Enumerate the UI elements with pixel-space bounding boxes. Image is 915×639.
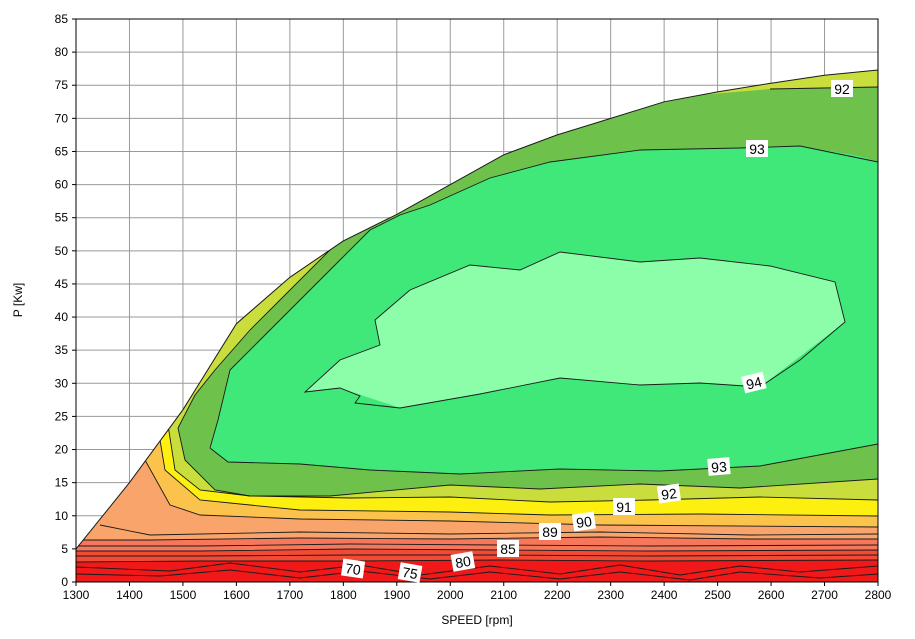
max-power-boundary-line — [75, 69, 879, 550]
svg-text:93: 93 — [711, 458, 728, 475]
y-axis-title: P [Kw] — [11, 283, 25, 317]
contour-90 — [159, 439, 878, 517]
svg-text:92: 92 — [660, 485, 678, 503]
contour-label-93-lower: 93 — [707, 457, 731, 476]
x-tick-label: 2100 — [490, 588, 517, 602]
x-tick-label: 2200 — [544, 588, 571, 602]
svg-text:85: 85 — [500, 541, 516, 557]
contour-low-1 — [76, 562, 878, 576]
y-tick-label: 85 — [55, 12, 69, 26]
svg-text:93: 93 — [749, 141, 765, 157]
x-tick-label: 1700 — [277, 588, 304, 602]
y-tick-label: 5 — [61, 542, 68, 556]
y-tick-label: 45 — [55, 277, 69, 291]
y-tick-label: 70 — [55, 111, 69, 125]
x-tick-label: 2800 — [865, 588, 892, 602]
y-tick-label: 60 — [55, 178, 69, 192]
contour-85 — [99, 524, 878, 536]
x-tick-label: 1400 — [116, 588, 143, 602]
contour-label-75: 75 — [397, 562, 423, 583]
contour-70 — [76, 559, 878, 563]
x-tick-label: 1900 — [383, 588, 410, 602]
contour-label-93-upper: 93 — [746, 140, 768, 157]
y-tick-label: 15 — [55, 476, 69, 490]
svg-text:75: 75 — [401, 564, 419, 582]
y-tick-label: 50 — [55, 244, 69, 258]
plot-frame — [75, 18, 879, 583]
x-axis: 1300 1400 1500 1600 1700 1800 1900 2000 2100 2200… — [63, 582, 892, 602]
x-axis-title: SPEED [rpm] — [441, 613, 512, 627]
contour-label-92-lower: 92 — [656, 483, 682, 504]
y-tick-label: 35 — [55, 343, 69, 357]
x-tick-label: 1800 — [330, 588, 357, 602]
contour-80 — [76, 536, 878, 541]
contour-91 — [167, 424, 878, 503]
svg-text:90: 90 — [575, 513, 593, 531]
svg-text:89: 89 — [542, 524, 558, 540]
y-tick-label: 75 — [55, 78, 69, 92]
contour-label-90: 90 — [571, 511, 597, 532]
svg-text:80: 80 — [454, 553, 472, 571]
contour-72 — [76, 554, 878, 557]
x-tick-label: 2700 — [811, 588, 838, 602]
contour-label-92-upper: 92 — [831, 80, 853, 97]
y-axis: 0 5 10 15 20 25 30 35 40 45 50 55 60 65 70 75 80 85 — [55, 12, 76, 589]
y-tick-label: 25 — [55, 409, 69, 423]
x-tick-label: 2000 — [437, 588, 464, 602]
y-tick-label: 55 — [55, 211, 69, 225]
y-tick-label: 80 — [55, 45, 69, 59]
contour-labels: 70 75 80 85 89 90 91 92 — [340, 80, 853, 583]
y-tick-label: 20 — [55, 443, 69, 457]
x-tick-label: 2600 — [758, 588, 785, 602]
svg-text:70: 70 — [344, 560, 362, 578]
svg-text:91: 91 — [616, 499, 632, 515]
x-tick-label: 1600 — [223, 588, 250, 602]
x-tick-label: 2300 — [597, 588, 624, 602]
x-tick-label: 1500 — [170, 588, 197, 602]
svg-text:92: 92 — [834, 81, 850, 97]
x-tick-label: 2500 — [704, 588, 731, 602]
contour-label-91: 91 — [613, 498, 635, 515]
y-tick-label: 30 — [55, 376, 69, 390]
x-tick-label: 2400 — [651, 588, 678, 602]
contour-label-70: 70 — [340, 558, 366, 579]
contour-89 — [144, 459, 878, 528]
y-tick-label: 40 — [55, 310, 69, 324]
y-tick-label: 10 — [55, 509, 69, 523]
contour-label-94: 94 — [741, 371, 767, 394]
contour-label-85: 85 — [497, 540, 519, 557]
svg-text:94: 94 — [745, 373, 764, 392]
y-tick-label: 0 — [61, 575, 68, 589]
band-85-89 — [76, 70, 878, 582]
contour-lines — [76, 86, 878, 581]
x-tick-label: 1300 — [63, 588, 90, 602]
contour-low-2 — [76, 569, 878, 581]
contour-label-80: 80 — [450, 551, 476, 572]
contour-78 — [76, 543, 878, 547]
contour-label-89: 89 — [539, 523, 561, 540]
y-tick-label: 65 — [55, 144, 69, 158]
contour-94 — [303, 251, 846, 409]
contour-75 — [76, 548, 878, 552]
